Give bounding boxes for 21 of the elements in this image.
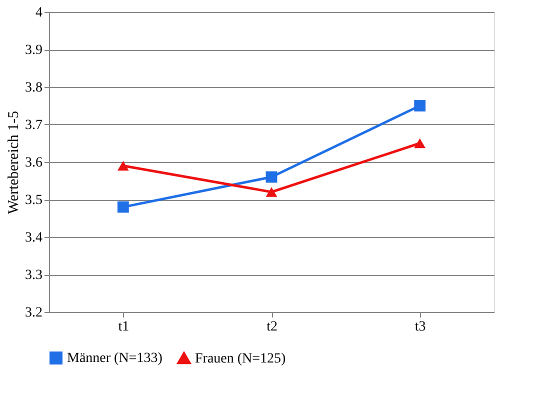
- y-tick-label: 3.7: [25, 118, 42, 133]
- legend-label: Frauen (N=125): [195, 351, 286, 366]
- point: [414, 138, 426, 148]
- y-axis-title: Wertebereich 1-5: [6, 110, 22, 214]
- point: [414, 100, 426, 112]
- y-tick-label: 3.3: [25, 268, 42, 283]
- point: [117, 201, 129, 213]
- y-tick-label: 3.5: [25, 193, 42, 208]
- point: [266, 171, 278, 183]
- y-tick-label: 3.9: [25, 43, 42, 58]
- point: [266, 187, 278, 197]
- y-tick-label: 3.6: [25, 156, 42, 170]
- x-tick-label: t1: [118, 320, 130, 334]
- y-tick-label: 3.2: [25, 306, 42, 320]
- point: [117, 160, 129, 171]
- legend-label: Männer (N=133): [67, 351, 163, 366]
- y-tick-label: 3.4: [25, 230, 42, 246]
- x-tick-label: t2: [266, 320, 278, 334]
- y-tick-label: 4: [36, 6, 42, 20]
- x-tick-label: t3: [414, 320, 426, 334]
- y-tick-label: 3.8: [25, 80, 42, 96]
